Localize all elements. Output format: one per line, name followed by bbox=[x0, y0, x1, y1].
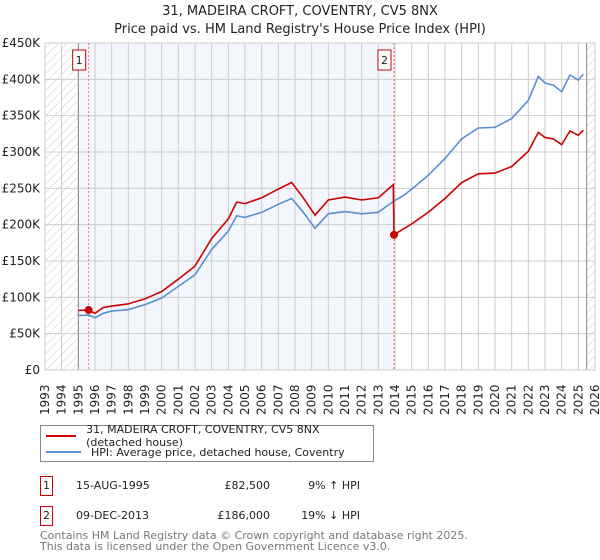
y-tick-label: £250K bbox=[2, 181, 42, 195]
transaction-hpi: 9% ↑ HPI bbox=[308, 479, 360, 492]
x-tick-label: 2014 bbox=[388, 384, 402, 415]
transaction-date: 15-AUG-1995 bbox=[76, 479, 150, 492]
legend-blue-line-icon bbox=[46, 451, 81, 453]
y-tick-label: £400K bbox=[2, 72, 42, 86]
chart-title: 31, MADEIRA CROFT, COVENTRY, CV5 8NX bbox=[162, 4, 438, 19]
x-tick-label: 1999 bbox=[138, 384, 152, 415]
transaction-row: 1 15-AUG-1995 £82,500 9% ↑ HPI bbox=[40, 476, 440, 496]
transaction-price: £82,500 bbox=[224, 479, 271, 492]
x-tick-label: 1993 bbox=[38, 384, 52, 415]
sale-label: 1 bbox=[76, 54, 83, 67]
transaction-row: 2 09-DEC-2013 £186,000 19% ↓ HPI bbox=[40, 506, 440, 526]
x-tick-label: 2009 bbox=[305, 384, 319, 415]
y-tick-label: £100K bbox=[2, 290, 42, 304]
sale-label-box bbox=[72, 49, 87, 71]
x-tick-label: 1998 bbox=[121, 384, 135, 415]
x-tick-label: 2024 bbox=[555, 384, 569, 415]
x-tick-label: 2005 bbox=[238, 384, 252, 415]
hpi-line bbox=[78, 73, 584, 319]
x-tick-label: 2022 bbox=[521, 384, 535, 415]
legend-red-line-icon bbox=[46, 435, 77, 437]
x-tick-label: 2016 bbox=[421, 384, 435, 415]
x-tick-label: 2007 bbox=[271, 384, 285, 415]
x-tick-label: 2011 bbox=[338, 384, 352, 415]
x-tick-label: 2021 bbox=[505, 384, 519, 415]
sale-point bbox=[390, 230, 398, 239]
legend-property: 31, MADEIRA CROFT, COVENTRY, CV5 8NX (de… bbox=[86, 423, 320, 449]
x-tick-label: 2020 bbox=[488, 384, 502, 415]
x-tick-label: 2015 bbox=[405, 384, 419, 415]
x-tick-label: 2000 bbox=[155, 384, 169, 415]
sale-label: 2 bbox=[381, 54, 388, 67]
transaction-badge: 1 bbox=[40, 476, 53, 496]
transaction-hpi: 19% ↓ HPI bbox=[301, 509, 360, 522]
x-tick-label: 2012 bbox=[355, 384, 369, 415]
x-tick-label: 2003 bbox=[205, 384, 219, 415]
chart-subtitle: Price paid vs. HM Land Registry's House … bbox=[114, 22, 486, 37]
transaction-badge: 2 bbox=[40, 506, 53, 526]
footer-licence: This data is licensed under the Open Gov… bbox=[40, 540, 391, 553]
y-tick-label: £300K bbox=[2, 145, 42, 159]
x-tick-label: 2002 bbox=[188, 384, 202, 415]
property-price-line bbox=[78, 129, 584, 315]
legend: 31, MADEIRA CROFT, COVENTRY, CV5 8NX (de… bbox=[40, 423, 374, 462]
x-tick-label: 1994 bbox=[55, 384, 69, 415]
y-tick-label: £150K bbox=[2, 254, 42, 268]
y-tick-label: £50K bbox=[9, 327, 41, 341]
footer-copyright: Contains HM Land Registry data © Crown c… bbox=[40, 529, 468, 542]
x-tick-label: 2010 bbox=[321, 384, 335, 415]
x-tick-label: 2004 bbox=[221, 384, 235, 415]
x-tick-label: 2013 bbox=[371, 384, 385, 415]
transaction-price: £186,000 bbox=[217, 509, 271, 522]
transaction-date: 09-DEC-2013 bbox=[76, 509, 150, 522]
x-tick-label: 2018 bbox=[455, 384, 469, 415]
y-tick-label: £350K bbox=[2, 109, 42, 123]
x-tick-label: 1995 bbox=[71, 384, 85, 415]
hatched-no-data-right bbox=[586, 43, 595, 370]
x-tick-label: 2019 bbox=[471, 384, 485, 415]
y-tick-label: £450K bbox=[2, 36, 42, 50]
x-tick-label: 2026 bbox=[588, 384, 600, 415]
x-tick-label: 1997 bbox=[105, 384, 119, 415]
x-tick-label: 2008 bbox=[288, 384, 302, 415]
plot-border bbox=[44, 42, 596, 371]
x-tick-label: 2017 bbox=[438, 384, 452, 415]
x-tick-label: 2006 bbox=[255, 384, 269, 415]
y-tick-label: £200K bbox=[2, 218, 42, 232]
shaded-ownership-period bbox=[78, 43, 394, 370]
sale-point bbox=[84, 306, 93, 315]
x-tick-label: 2025 bbox=[571, 384, 585, 415]
x-tick-label: 2023 bbox=[538, 384, 552, 415]
legend-hpi: HPI: Average price, detached house, Cove… bbox=[91, 445, 345, 459]
x-tick-label: 2001 bbox=[171, 384, 185, 415]
x-tick-label: 1996 bbox=[88, 384, 102, 415]
sale-label-box bbox=[377, 49, 392, 71]
price-chart: 1993 1994 1995 1996 1997 1998 1999 2000 2001 2002… bbox=[2, 36, 600, 415]
y-tick-label: £0 bbox=[25, 363, 40, 377]
